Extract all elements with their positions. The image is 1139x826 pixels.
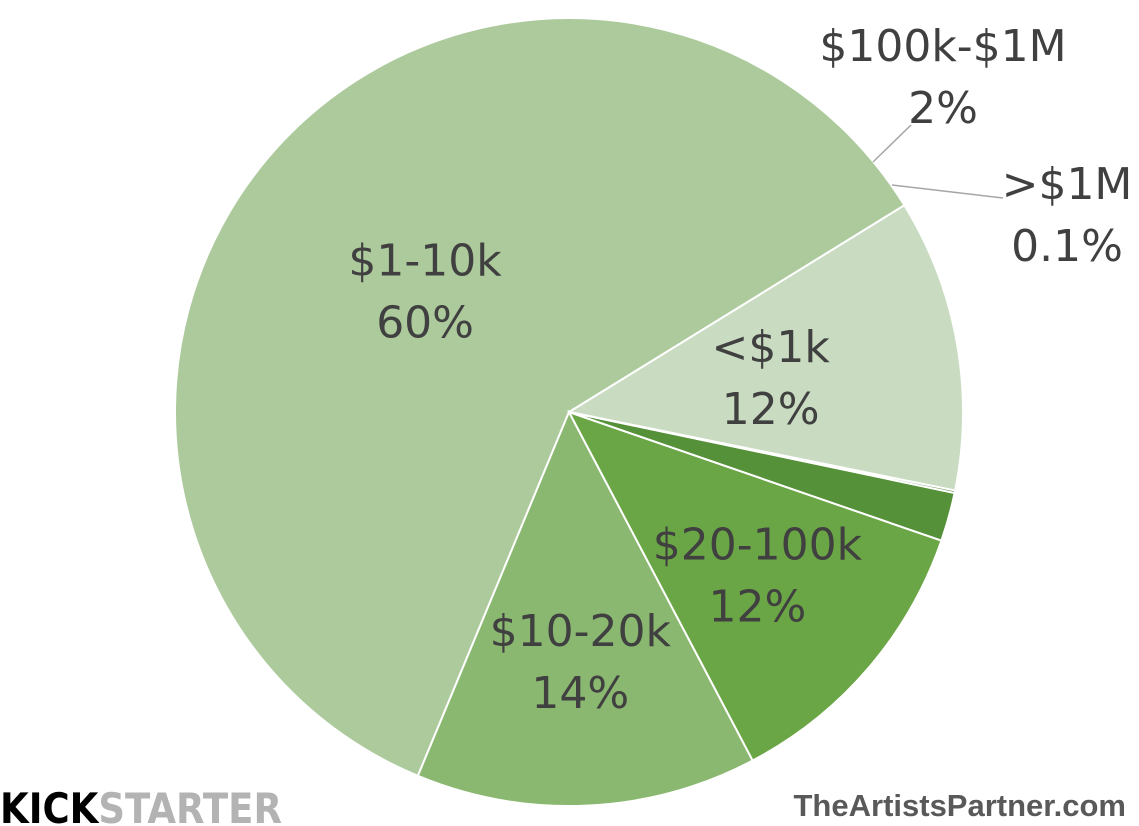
slice-percent-label: 12% [709,582,807,633]
logo-kick-text: KICK [0,784,100,826]
slice-label: <$1k 12% [712,322,831,435]
slice-category-label: $10-20k [490,606,672,657]
leader-line [872,124,912,163]
pie-slice [566,203,964,492]
slice-percent-label: 12% [722,384,820,435]
slice-category-label: <$1k [712,322,831,373]
pie-labels: <$1k 12% $1-10k 60% $10-20k 14% $20-100k 12% $10… [348,21,1132,719]
slice-category-label: $100k-$1M [819,21,1066,72]
pie-slice [566,410,943,762]
pie-slice [568,411,957,495]
pie-slices [174,17,964,807]
slice-label: $1-10k 60% [348,235,502,348]
slice-label: >$1M 0.1% [1002,159,1133,272]
leader-line [891,184,1004,199]
slice-percent-label: 14% [531,668,629,719]
slice-percent-label: 2% [908,83,978,134]
pie-slice [416,409,755,807]
slice-percent-label: 60% [376,297,474,348]
slice-category-label: $1-10k [348,235,502,286]
website-credit: TheArtistsPartner.com [794,788,1127,823]
slice-label: $10-20k 14% [490,606,672,719]
pie-slice [174,17,906,778]
slice-category-label: $20-100k [653,520,863,571]
slice-label: $100k-$1M 2% [819,21,1066,134]
slice-label: $20-100k 12% [653,520,863,633]
kickstarter-logo: KICKSTARTER [0,784,282,826]
slice-category-label: >$1M [1002,159,1133,210]
slice-percent-label: 0.1% [1011,221,1123,272]
logo-starter-text: STARTER [98,784,282,826]
